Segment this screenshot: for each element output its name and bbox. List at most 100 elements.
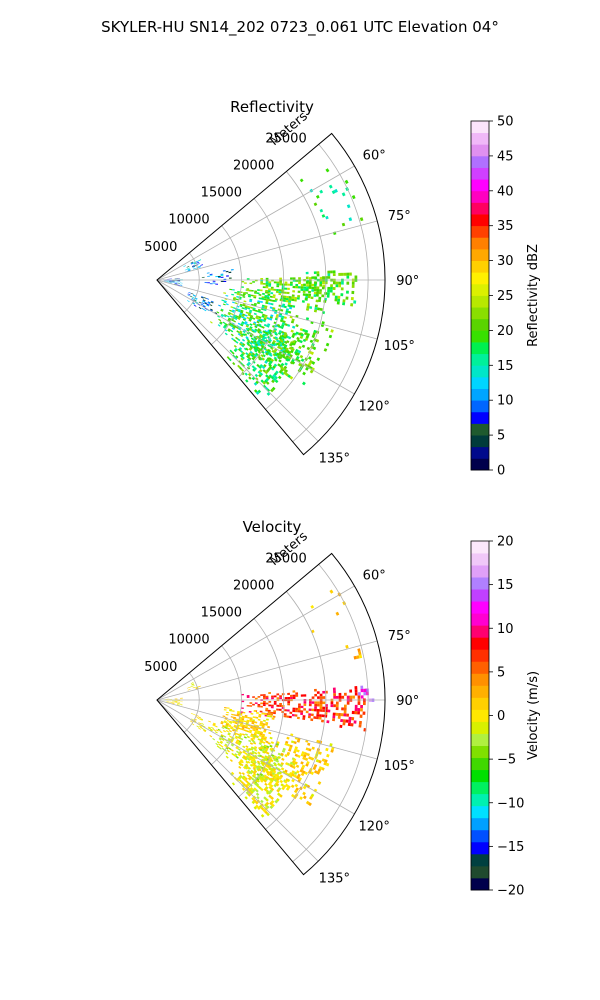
radial-tick-label: 15000: [201, 606, 242, 621]
echo-cell: [166, 701, 170, 703]
colorbar-tick-label: −15: [497, 840, 524, 855]
echo-cell: [311, 708, 315, 712]
echo-cell: [284, 709, 288, 712]
echo-cell: [262, 354, 266, 358]
echo-cell: [252, 368, 256, 372]
echo-cell: [316, 288, 320, 292]
echo-cell: [253, 382, 258, 386]
echo-cell: [309, 306, 313, 309]
echo-cell: [253, 296, 257, 299]
echo-cell: [180, 701, 183, 703]
echo-cell: [305, 800, 310, 805]
echo-cell: [261, 763, 265, 767]
echo-cell: [321, 714, 325, 718]
echo-cell: [308, 713, 312, 716]
echo-cell: [258, 357, 262, 361]
echo-cell: [174, 702, 178, 703]
echo-cell: [269, 784, 274, 788]
colorbar-tick-label: 0: [497, 709, 505, 724]
echo-cell: [263, 744, 267, 748]
echo-cell: [285, 778, 289, 782]
echo-cell: [253, 799, 257, 803]
echo-cell: [287, 283, 291, 286]
echo-cell: [249, 775, 253, 780]
echo-cell: [240, 368, 245, 372]
echo-cell: [257, 349, 261, 353]
echo-cell: [253, 354, 258, 358]
echo-cell: [231, 310, 235, 313]
echo-cell: [223, 709, 227, 711]
echo-cell: [314, 703, 318, 707]
echo-cell: [276, 792, 281, 797]
echo-cell: [169, 281, 172, 282]
echo-cell: [221, 726, 225, 729]
echo-cell: [258, 804, 263, 809]
echo-cell: [237, 748, 241, 751]
echo-cell: [249, 702, 253, 704]
echo-cell: [330, 749, 334, 753]
angular-tick-label: 135°: [319, 871, 350, 886]
echo-cell: [282, 333, 287, 337]
echo-cell: [232, 721, 235, 724]
echo-cell: [302, 715, 306, 718]
echo-cell: [259, 724, 263, 727]
echo-cell: [310, 793, 315, 798]
echo-cell: [243, 729, 247, 732]
echo-cell: [241, 314, 245, 318]
echo-cell: [300, 772, 305, 777]
echo-cell: [315, 293, 319, 297]
echo-cell: [184, 269, 188, 271]
echo-cell: [253, 787, 257, 791]
echo-cell: [260, 281, 264, 283]
echo-cell: [260, 379, 265, 383]
echo-cell: [315, 299, 319, 303]
echo-cell: [254, 373, 259, 378]
echo-cell: [226, 275, 229, 277]
echo-cell: [248, 319, 252, 322]
echo-cell: [316, 291, 320, 295]
echo-cell: [332, 687, 336, 691]
echo-cell: [239, 774, 243, 778]
echo-cell: [288, 715, 292, 719]
echo-cell: [179, 282, 183, 284]
echo-cell: [316, 691, 320, 694]
echo-cell: [334, 298, 338, 302]
echo-cell: [328, 184, 333, 189]
echo-cell: [224, 743, 228, 746]
echo-cell: [235, 340, 239, 344]
echo-cell: [212, 282, 216, 284]
colorbar-segment: [471, 625, 489, 638]
echo-cell: [213, 722, 216, 725]
echo-cell: [300, 753, 304, 757]
echo-cell: [224, 707, 227, 709]
echo-cell: [253, 710, 257, 713]
colorbar-segment: [471, 272, 489, 285]
echo-cell: [346, 713, 350, 717]
echo-cell: [282, 747, 286, 751]
echo-cell: [288, 771, 293, 776]
echo-cell: [345, 719, 349, 723]
echo-cell: [279, 702, 282, 706]
echo-cell: [330, 270, 333, 274]
colorbar-segment: [471, 685, 489, 698]
echo-cell: [354, 692, 358, 696]
echo-cell: [254, 702, 258, 705]
echo-cell: [237, 332, 241, 336]
echo-cell: [263, 697, 266, 700]
echo-cell: [347, 722, 351, 727]
echo-cell: [325, 762, 330, 767]
echo-cell: [201, 307, 205, 310]
echo-cell: [263, 323, 268, 327]
echo-cell: [229, 735, 233, 739]
echo-cell: [258, 293, 262, 296]
echo-cell: [247, 781, 251, 786]
echo-cell: [163, 281, 167, 283]
echo-cell: [310, 757, 315, 761]
echo-cell: [253, 321, 257, 324]
echo-cell: [248, 327, 252, 331]
echo-cell: [245, 745, 249, 749]
echo-cell: [305, 307, 310, 311]
echo-cell: [233, 296, 237, 299]
echo-cell: [236, 714, 240, 717]
echo-cell: [313, 294, 317, 298]
